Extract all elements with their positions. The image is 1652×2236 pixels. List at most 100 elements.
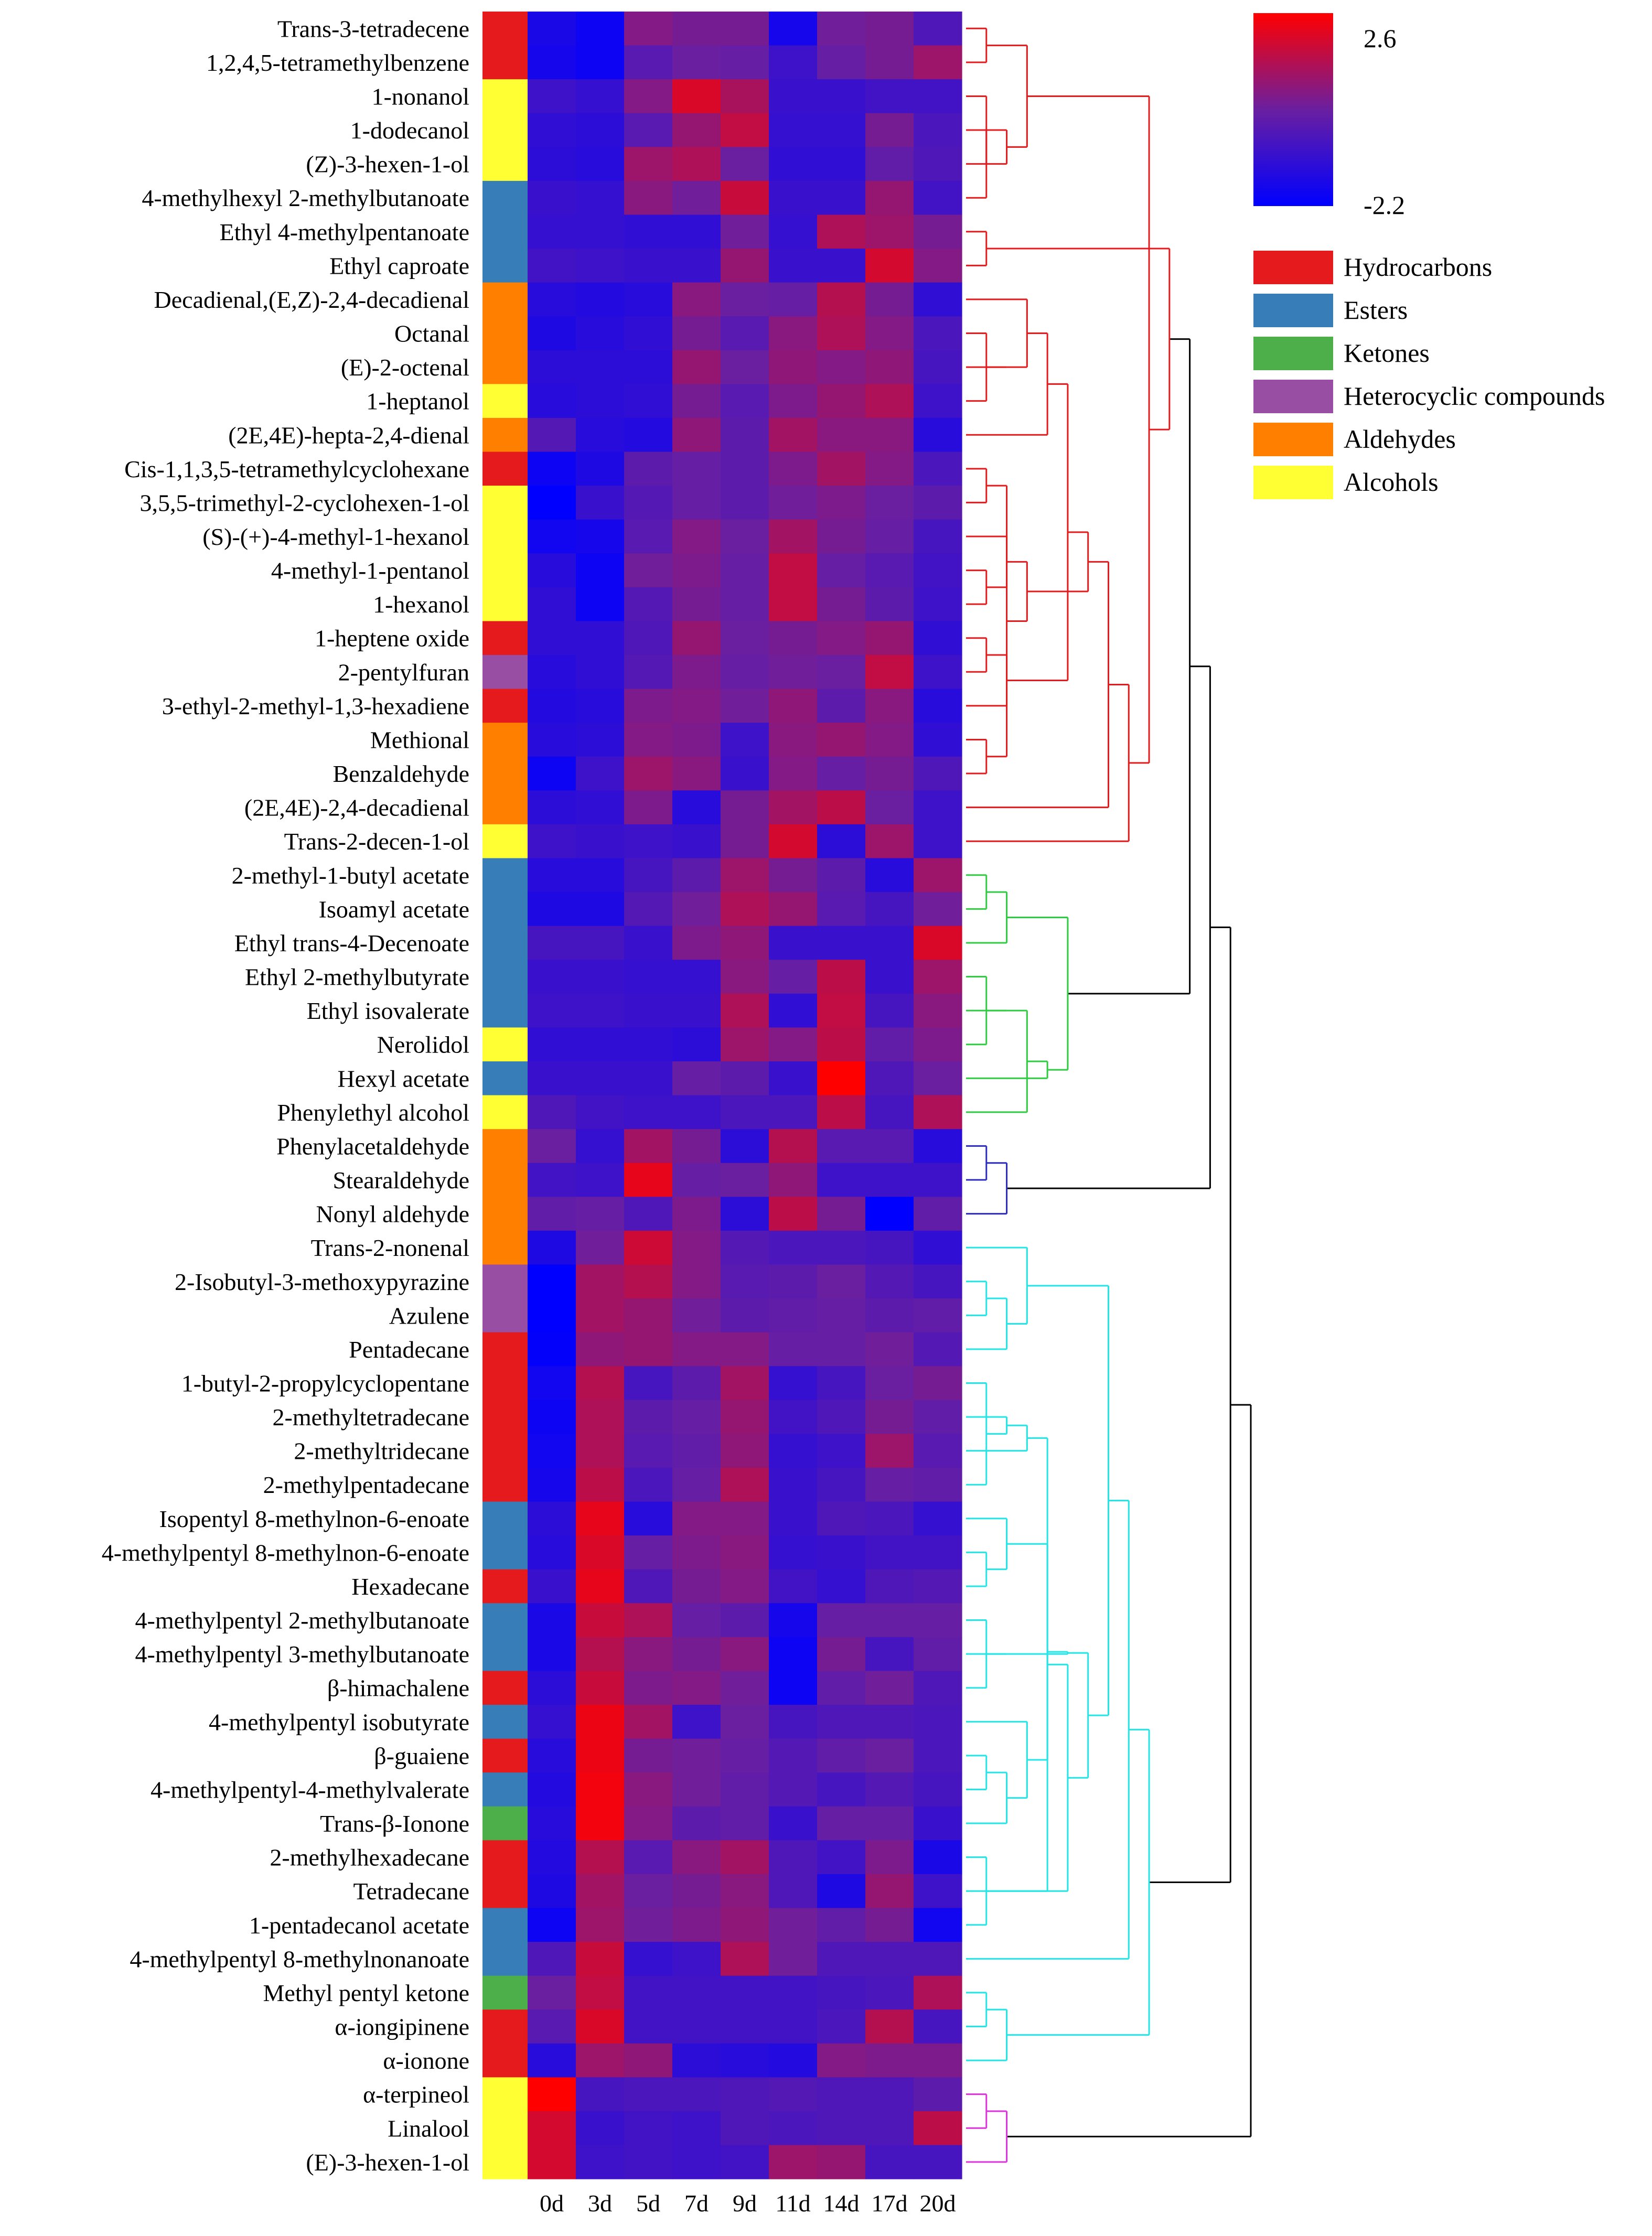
heat-cell <box>914 214 962 249</box>
category-cell <box>482 1332 528 1367</box>
row-label: 1-butyl-2-propylcyclopentane <box>181 1370 469 1396</box>
category-cell <box>482 2043 528 2078</box>
heat-cell <box>576 79 625 114</box>
heat-cell <box>865 350 914 384</box>
heat-cell <box>817 587 866 622</box>
heat-cell <box>624 1772 673 1807</box>
heat-cell <box>817 1264 866 1299</box>
heat-cell <box>721 824 769 859</box>
row-label: Hexadecane <box>351 1573 469 1600</box>
heat-cell <box>914 519 962 554</box>
heat-cell <box>817 1298 866 1333</box>
heat-cell <box>769 960 818 994</box>
heat-cell <box>721 180 769 216</box>
category-cell <box>482 1671 528 1705</box>
heat-cell <box>576 214 625 249</box>
row-label: α-iongipinene <box>335 2014 469 2040</box>
heat-cell <box>914 316 962 351</box>
category-cell <box>482 316 528 351</box>
heat-cell <box>865 1569 914 1604</box>
heat-cell <box>624 519 673 554</box>
row-label: Stearaldehyde <box>332 1167 469 1194</box>
heat-cell <box>672 1975 721 2010</box>
heat-cell <box>528 790 576 825</box>
heat-cell <box>817 180 866 216</box>
heat-cell <box>865 417 914 453</box>
heat-cell <box>528 587 576 622</box>
heat-cell <box>817 1027 866 1062</box>
heat-cell <box>817 621 866 655</box>
heat-cell <box>672 214 721 249</box>
heat-cell <box>817 2145 866 2179</box>
heat-cell <box>528 1332 576 1367</box>
heat-cell <box>624 1264 673 1299</box>
category-cell <box>482 1840 528 1875</box>
heat-cell <box>721 417 769 453</box>
heat-cell <box>914 1264 962 1299</box>
heat-cell <box>624 689 673 723</box>
row-label: α-terpineol <box>363 2081 469 2108</box>
heat-cell <box>721 1603 769 1638</box>
heat-cell <box>576 756 625 791</box>
heat-cell <box>528 180 576 216</box>
row-label: Benzaldehyde <box>332 760 469 787</box>
heat-cell <box>817 452 866 486</box>
heat-cell <box>865 1942 914 1976</box>
heat-cell <box>769 2077 818 2112</box>
heat-cell <box>914 1738 962 1773</box>
row-label: Nerolidol <box>377 1031 469 1058</box>
heat-cell <box>914 655 962 690</box>
heat-cell <box>624 1705 673 1739</box>
legend-swatch <box>1253 337 1333 370</box>
legend-label: Aldehydes <box>1344 424 1456 454</box>
heat-cell <box>865 1975 914 2010</box>
heat-cell <box>769 1535 818 1570</box>
row-label: 4-methylpentyl 8-methylnon-6-enoate <box>102 1539 469 1566</box>
heat-cell <box>769 1806 818 1841</box>
heat-cell <box>624 1874 673 1909</box>
heat-cell <box>865 723 914 757</box>
row-label: (E)-2-octenal <box>341 354 469 381</box>
category-cell <box>482 1569 528 1604</box>
heat-cell <box>672 824 721 859</box>
category-cell <box>482 350 528 384</box>
heat-cell <box>865 1806 914 1841</box>
heat-cell <box>769 2111 818 2146</box>
heat-cell <box>721 1772 769 1807</box>
heat-cell <box>817 824 866 859</box>
heat-cell <box>721 993 769 1028</box>
heat-cell <box>769 756 818 791</box>
heat-cell <box>624 1975 673 2010</box>
heat-cell <box>576 180 625 216</box>
heat-cell <box>624 1163 673 1197</box>
heat-cell <box>576 486 625 520</box>
heat-cell <box>914 858 962 893</box>
heat-cell <box>576 249 625 283</box>
heat-cell <box>576 417 625 453</box>
heat-cell <box>528 1366 576 1401</box>
heat-cell <box>528 1637 576 1672</box>
heat-cell <box>721 1061 769 1096</box>
heat-cell <box>817 350 866 384</box>
heat-cell <box>528 1806 576 1841</box>
heat-cell <box>769 1400 818 1434</box>
heat-cell <box>914 1027 962 1062</box>
heat-cell <box>528 384 576 418</box>
heat-cell <box>865 553 914 588</box>
heat-cell <box>769 1061 818 1096</box>
heat-cell <box>528 960 576 994</box>
heat-cell <box>865 486 914 520</box>
heat-cell <box>721 1230 769 1265</box>
heat-cell <box>769 417 818 453</box>
heat-cell <box>865 282 914 317</box>
category-cell <box>482 892 528 927</box>
heat-cell <box>769 1467 818 1502</box>
heat-cell <box>865 2077 914 2112</box>
heat-cell <box>769 1163 818 1197</box>
heat-cell <box>672 1467 721 1502</box>
heat-cell <box>914 723 962 757</box>
heat-cell <box>672 1840 721 1875</box>
heat-cell <box>817 113 866 147</box>
heat-cell <box>672 12 721 46</box>
row-label: Nonyl aldehyde <box>316 1201 469 1228</box>
